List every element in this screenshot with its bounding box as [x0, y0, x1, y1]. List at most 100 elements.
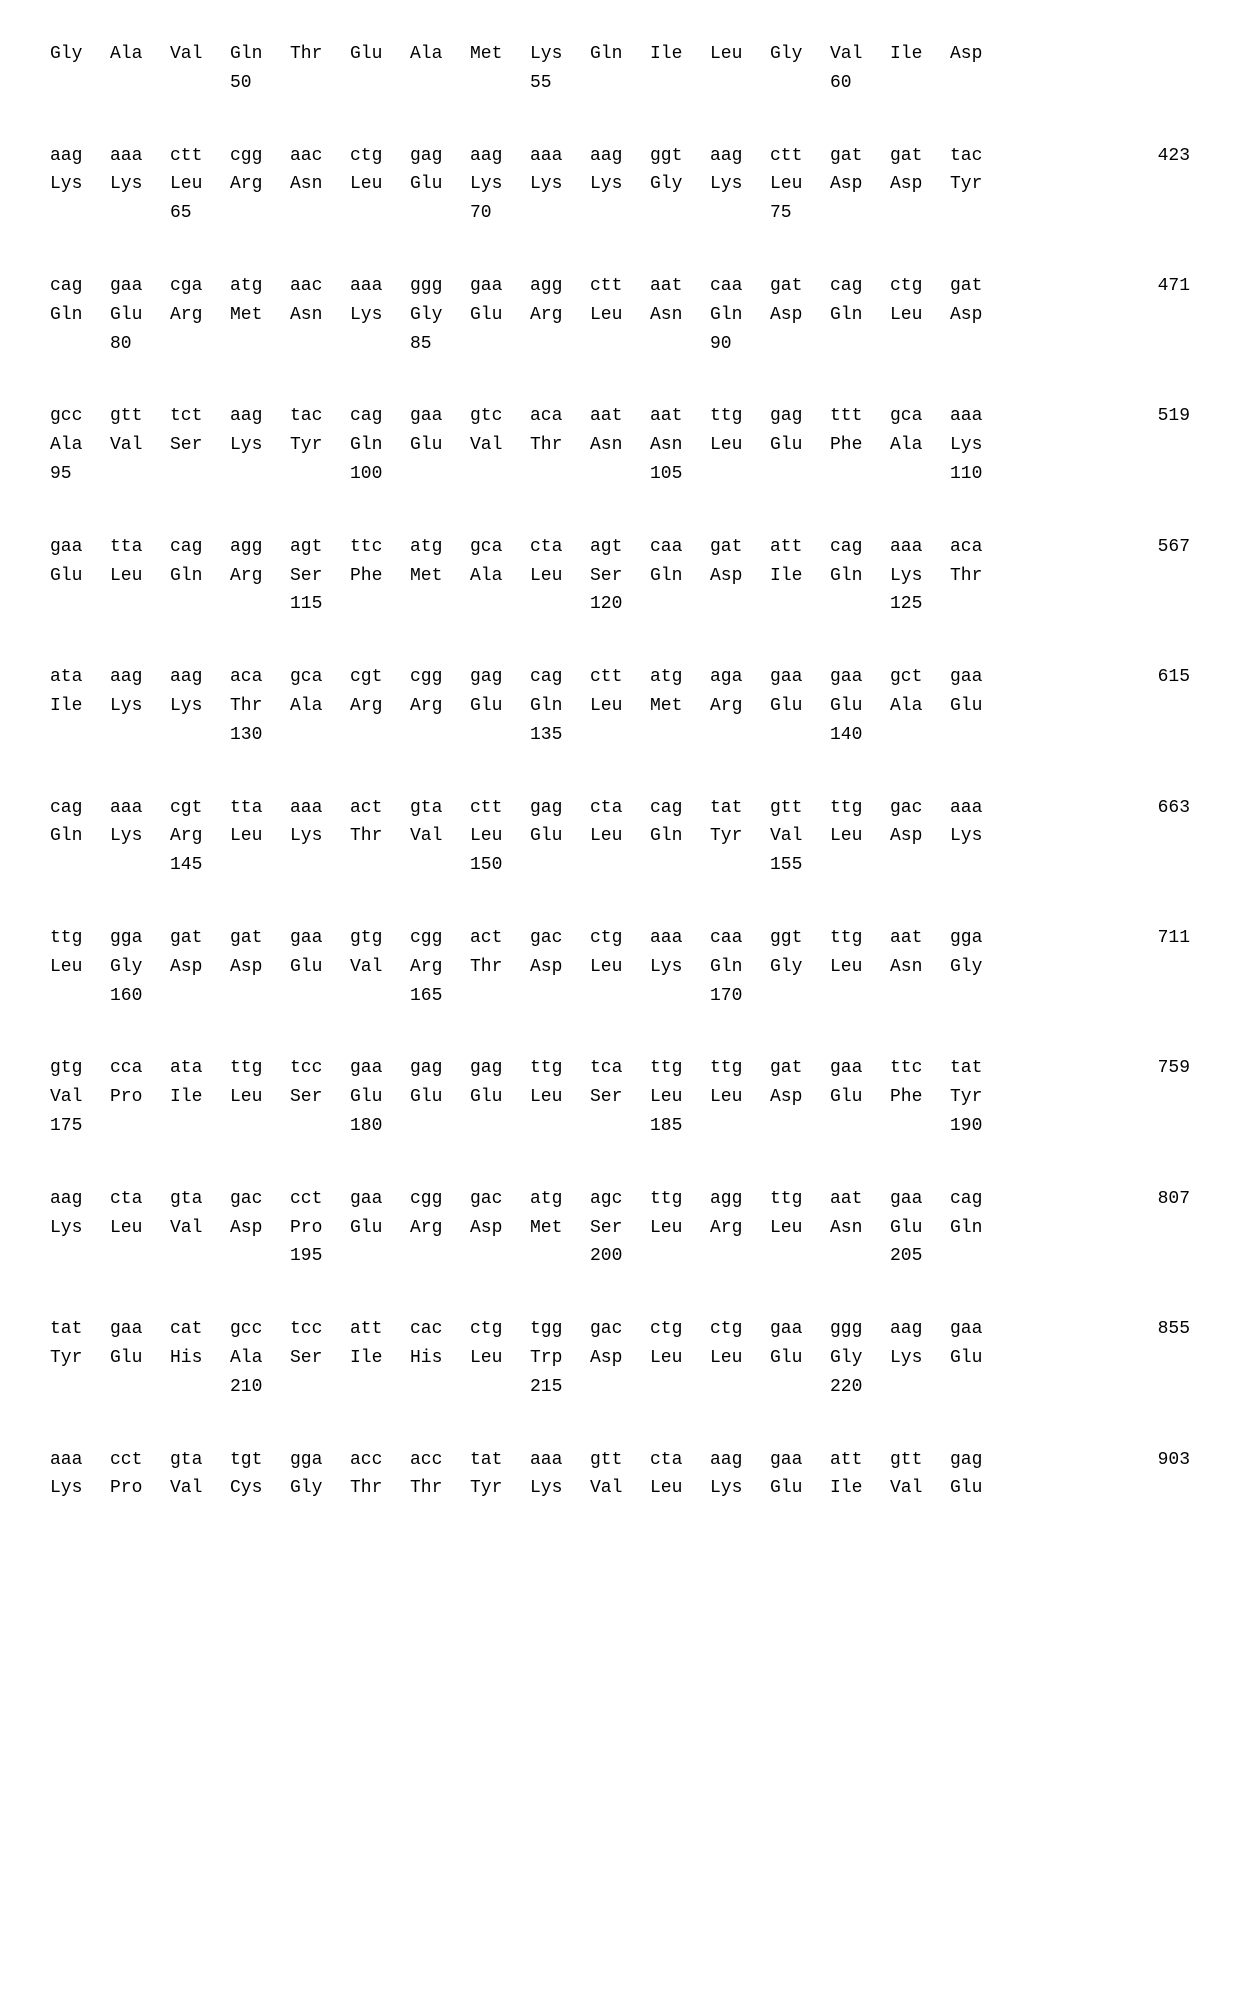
- sequence-cell: [890, 330, 950, 359]
- sequence-cell: Asp: [470, 1214, 530, 1243]
- sequence-cell: cgg: [410, 1185, 470, 1214]
- sequence-cell: aaa: [530, 142, 590, 171]
- sequence-cell: Met: [530, 1214, 590, 1243]
- sequence-cell: [350, 199, 410, 228]
- sequence-cell: [650, 982, 710, 1011]
- sequence-cell: Asn: [590, 431, 650, 460]
- sequence-cell: Arg: [230, 562, 290, 591]
- nucleotide-count: 711: [1090, 924, 1190, 953]
- sequence-cell: Asp: [890, 170, 950, 199]
- sequence-cell: [410, 460, 470, 489]
- sequence-cell: [950, 1373, 1010, 1402]
- sequence-cell: Val: [590, 1474, 650, 1503]
- sequence-cell: Lys: [110, 692, 170, 721]
- sequence-cell: 130: [230, 721, 290, 750]
- sequence-cell: Arg: [350, 692, 410, 721]
- sequence-cell: ata: [170, 1054, 230, 1083]
- sequence-cell: 180: [350, 1112, 410, 1141]
- sequence-cell: tac: [290, 402, 350, 431]
- sequence-row: 505560: [50, 69, 1190, 98]
- sequence-cell: [950, 199, 1010, 228]
- sequence-cell: Glu: [350, 1083, 410, 1112]
- nucleotide-count: 903: [1090, 1446, 1190, 1475]
- sequence-cell: Tyr: [470, 1474, 530, 1503]
- sequence-cell: Glu: [410, 170, 470, 199]
- sequence-cell: [590, 1373, 650, 1402]
- sequence-cell: [170, 1373, 230, 1402]
- sequence-cell: gaa: [950, 1315, 1010, 1344]
- sequence-cell: gcc: [50, 402, 110, 431]
- sequence-cell: [530, 330, 590, 359]
- sequence-cell: gta: [170, 1185, 230, 1214]
- sequence-cell: Ser: [590, 1214, 650, 1243]
- sequence-cell: Met: [230, 301, 290, 330]
- sequence-cell: 150: [470, 851, 530, 880]
- sequence-cell: Glu: [410, 431, 470, 460]
- sequence-cell: Leu: [710, 431, 770, 460]
- sequence-cell: [110, 851, 170, 880]
- sequence-cell: Leu: [650, 1214, 710, 1243]
- sequence-cell: gta: [170, 1446, 230, 1475]
- sequence-cell: Leu: [350, 170, 410, 199]
- sequence-cell: Thr: [410, 1474, 470, 1503]
- sequence-cell: Arg: [710, 1214, 770, 1243]
- sequence-cell: Lys: [710, 170, 770, 199]
- sequence-cell: [350, 982, 410, 1011]
- sequence-cell: aac: [290, 142, 350, 171]
- sequence-cell: Ala: [410, 40, 470, 69]
- sequence-cell: gaa: [350, 1054, 410, 1083]
- sequence-cell: tcc: [290, 1315, 350, 1344]
- sequence-cell: [410, 721, 470, 750]
- sequence-cell: act: [350, 794, 410, 823]
- sequence-cell: cta: [530, 533, 590, 562]
- sequence-cell: [770, 982, 830, 1011]
- sequence-cell: [230, 330, 290, 359]
- sequence-row: 95100105110: [50, 460, 1190, 489]
- sequence-cell: [590, 69, 650, 98]
- sequence-row: gtgccaatattgtccgaagaggagttgtcattgttggatg…: [50, 1054, 1190, 1083]
- sequence-cell: Gly: [770, 953, 830, 982]
- sequence-cell: Ile: [50, 692, 110, 721]
- sequence-cell: Thr: [230, 692, 290, 721]
- sequence-block: ttgggagatgatgaagtgcggactgacctgaaacaaggtt…: [50, 924, 1190, 1010]
- sequence-cell: atg: [230, 272, 290, 301]
- sequence-cell: [50, 590, 110, 619]
- sequence-cell: gag: [770, 402, 830, 431]
- sequence-cell: His: [170, 1344, 230, 1373]
- sequence-cell: Asp: [230, 1214, 290, 1243]
- sequence-cell: Glu: [410, 1083, 470, 1112]
- sequence-cell: cac: [410, 1315, 470, 1344]
- sequence-cell: Val: [110, 431, 170, 460]
- sequence-cell: gtt: [590, 1446, 650, 1475]
- sequence-cell: [770, 1112, 830, 1141]
- sequence-cell: 105: [650, 460, 710, 489]
- sequence-row: AlaValSerLysTyrGlnGluValThrAsnAsnLeuGluP…: [50, 431, 1190, 460]
- sequence-cell: agg: [230, 533, 290, 562]
- sequence-cell: Thr: [350, 822, 410, 851]
- sequence-cell: Gln: [350, 431, 410, 460]
- sequence-cell: [170, 721, 230, 750]
- sequence-row: ValProIleLeuSerGluGluGluLeuSerLeuLeuAspG…: [50, 1083, 1190, 1112]
- sequence-cell: gat: [770, 272, 830, 301]
- sequence-cell: gag: [410, 1054, 470, 1083]
- sequence-cell: aat: [650, 402, 710, 431]
- sequence-cell: [770, 69, 830, 98]
- sequence-cell: gta: [410, 794, 470, 823]
- sequence-cell: [110, 1242, 170, 1271]
- sequence-cell: [650, 721, 710, 750]
- sequence-cell: gat: [170, 924, 230, 953]
- sequence-row: ataaagaagacagcacgtcgggagcagcttatgagagaag…: [50, 663, 1190, 692]
- sequence-cell: 145: [170, 851, 230, 880]
- sequence-cell: Gly: [50, 40, 110, 69]
- sequence-cell: Arg: [410, 692, 470, 721]
- sequence-cell: tgt: [230, 1446, 290, 1475]
- sequence-row: tatgaacatgcctccattcacctgtgggacctgctggaag…: [50, 1315, 1190, 1344]
- sequence-row: aagctagtagaccctgaacgggacatgagcttgaggttga…: [50, 1185, 1190, 1214]
- sequence-cell: [890, 69, 950, 98]
- sequence-cell: ttc: [890, 1054, 950, 1083]
- sequence-cell: cag: [350, 402, 410, 431]
- sequence-cell: gat: [230, 924, 290, 953]
- sequence-row: caggaacgaatgaacaaaggggaaaggcttaatcaagatc…: [50, 272, 1190, 301]
- sequence-cell: Asp: [590, 1344, 650, 1373]
- nucleotide-count: 567: [1090, 533, 1190, 562]
